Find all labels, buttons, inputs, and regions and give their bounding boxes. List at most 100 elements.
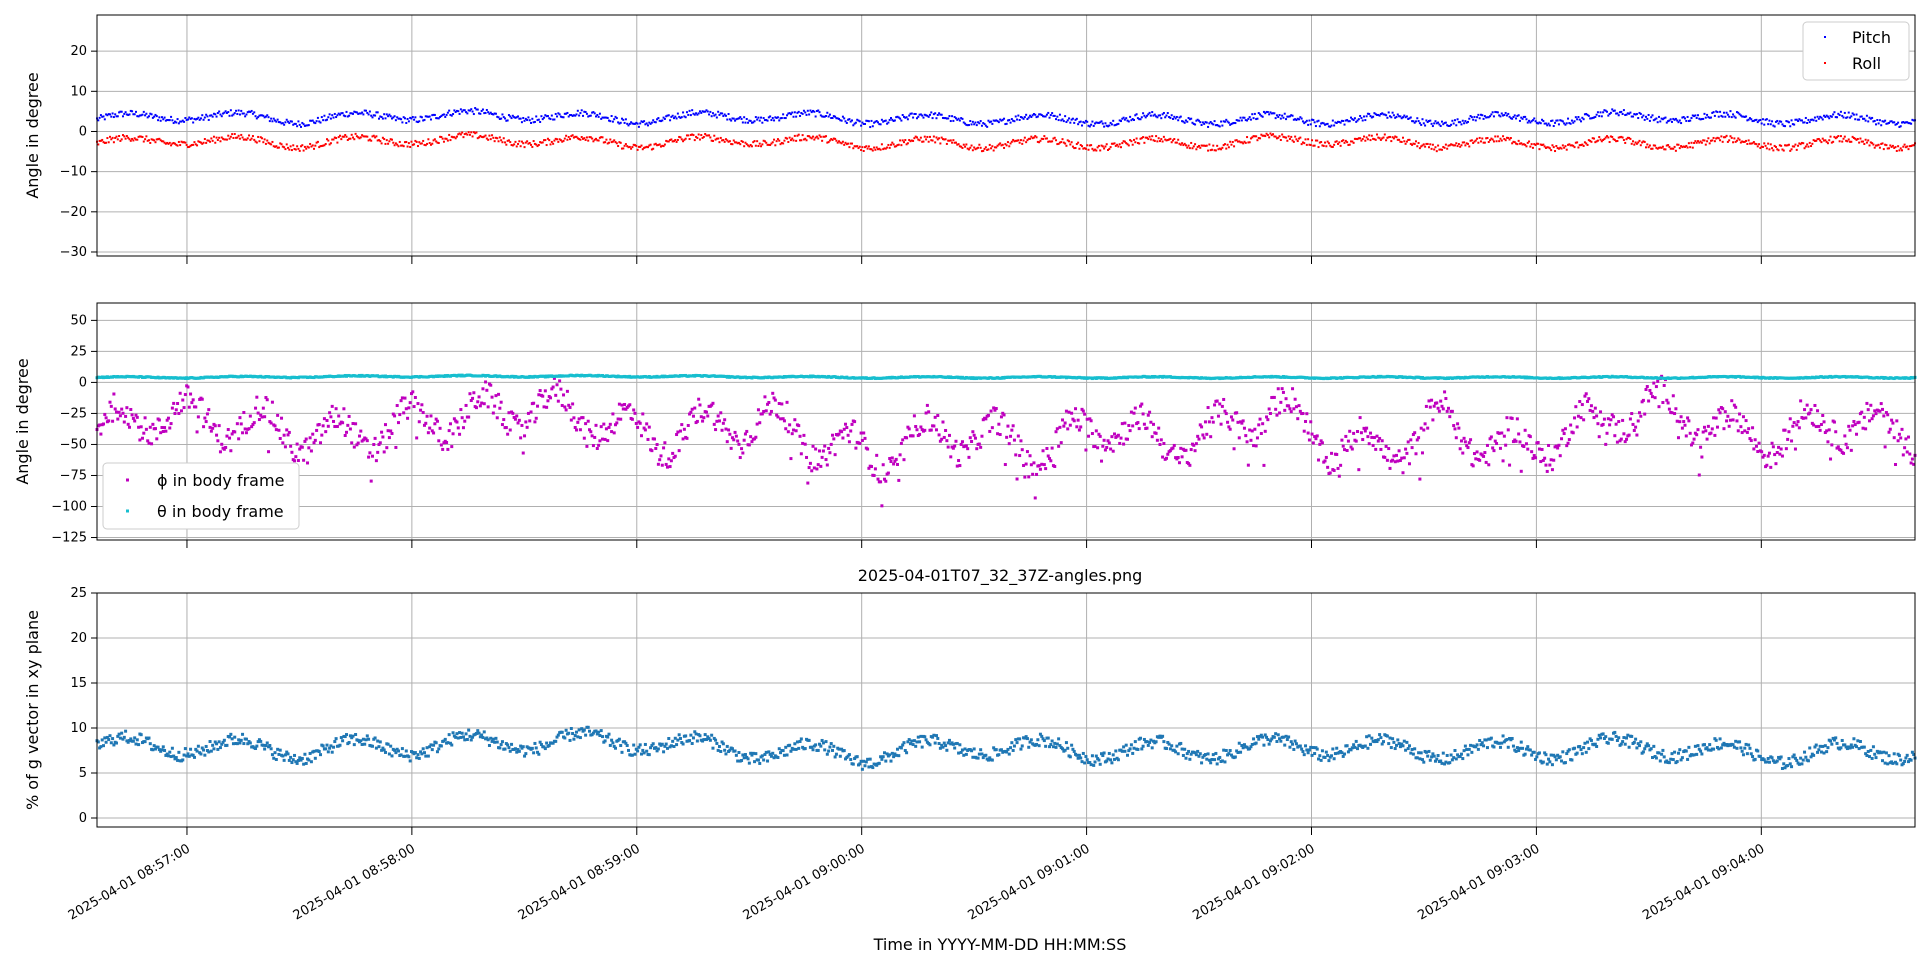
data-point xyxy=(1664,148,1667,151)
data-point xyxy=(101,422,105,426)
data-point xyxy=(439,135,442,138)
data-point xyxy=(665,139,668,142)
data-point xyxy=(1060,141,1063,144)
data-point xyxy=(1778,452,1782,456)
data-point xyxy=(1761,145,1764,148)
data-point xyxy=(767,400,771,404)
data-point xyxy=(1097,432,1101,436)
data-point xyxy=(240,109,243,112)
data-point xyxy=(434,417,438,421)
data-point xyxy=(449,113,452,116)
data-point xyxy=(355,111,358,114)
data-point xyxy=(146,116,149,119)
data-point xyxy=(218,110,221,113)
data-point xyxy=(1711,139,1714,142)
data-point xyxy=(1138,404,1142,408)
data-point xyxy=(445,441,449,445)
data-point xyxy=(745,429,749,433)
data-point xyxy=(866,119,869,122)
data-point xyxy=(761,143,764,146)
data-point xyxy=(1084,119,1087,122)
data-point xyxy=(507,411,511,415)
data-point xyxy=(1314,139,1317,142)
data-point xyxy=(1301,141,1304,144)
data-point xyxy=(1445,409,1449,413)
data-point xyxy=(740,117,743,120)
data-point xyxy=(1669,147,1672,150)
data-point xyxy=(662,446,666,450)
data-point xyxy=(649,143,652,146)
data-point xyxy=(900,144,903,147)
data-point xyxy=(1832,140,1835,143)
data-point xyxy=(1613,109,1616,112)
data-point xyxy=(1518,142,1521,145)
data-point xyxy=(401,144,404,147)
data-point xyxy=(1260,133,1263,136)
data-point xyxy=(1174,141,1177,144)
data-point xyxy=(980,150,983,153)
data-point xyxy=(1629,137,1632,140)
data-point xyxy=(311,119,314,122)
data-point xyxy=(1700,455,1704,459)
data-point xyxy=(1734,140,1737,143)
data-point xyxy=(927,115,930,118)
data-point xyxy=(1882,414,1886,418)
data-point xyxy=(1437,409,1441,413)
data-point xyxy=(983,147,986,150)
y-tick-label: −25 xyxy=(60,406,87,421)
data-point xyxy=(614,115,617,118)
data-point xyxy=(1070,411,1074,415)
data-point xyxy=(235,109,238,112)
data-point xyxy=(767,116,770,119)
data-point xyxy=(1690,141,1693,144)
data-point xyxy=(1357,468,1361,472)
data-point xyxy=(640,144,643,147)
data-point xyxy=(361,438,365,442)
data-point xyxy=(645,122,648,125)
data-point xyxy=(617,145,620,148)
data-point xyxy=(1043,115,1046,118)
data-point xyxy=(1353,137,1356,140)
data-point xyxy=(169,422,173,426)
data-point xyxy=(828,451,832,455)
data-point xyxy=(803,442,807,446)
data-point xyxy=(1691,441,1695,445)
data-point xyxy=(1820,116,1823,119)
data-point xyxy=(1330,451,1334,455)
data-point xyxy=(632,143,635,146)
data-point xyxy=(938,439,942,443)
data-point xyxy=(579,138,582,141)
data-point xyxy=(1487,116,1490,119)
data-point xyxy=(977,442,981,446)
data-point xyxy=(210,114,213,117)
data-point xyxy=(1164,116,1167,119)
data-point xyxy=(1240,141,1243,144)
data-point xyxy=(1236,140,1239,143)
data-point xyxy=(609,120,612,123)
data-point xyxy=(1411,143,1414,146)
data-point xyxy=(1406,440,1410,444)
data-point xyxy=(1382,136,1385,139)
data-point xyxy=(1027,116,1030,119)
data-point xyxy=(966,147,969,150)
data-point xyxy=(1641,116,1644,119)
data-point xyxy=(1892,436,1896,440)
data-point xyxy=(1274,135,1277,138)
data-point xyxy=(1096,446,1100,450)
data-point xyxy=(311,144,314,147)
data-point xyxy=(269,421,273,425)
data-point xyxy=(1595,414,1599,418)
data-point xyxy=(162,118,165,121)
data-point xyxy=(1486,116,1489,119)
data-point xyxy=(1893,146,1896,149)
data-point xyxy=(500,139,503,142)
data-point xyxy=(1145,426,1149,430)
data-point xyxy=(1573,146,1576,149)
data-point xyxy=(1158,114,1161,117)
data-point xyxy=(1879,402,1883,406)
data-point xyxy=(836,141,839,144)
data-point xyxy=(1091,147,1094,150)
data-point xyxy=(387,142,390,145)
data-point xyxy=(1545,469,1549,473)
data-point xyxy=(486,405,490,409)
